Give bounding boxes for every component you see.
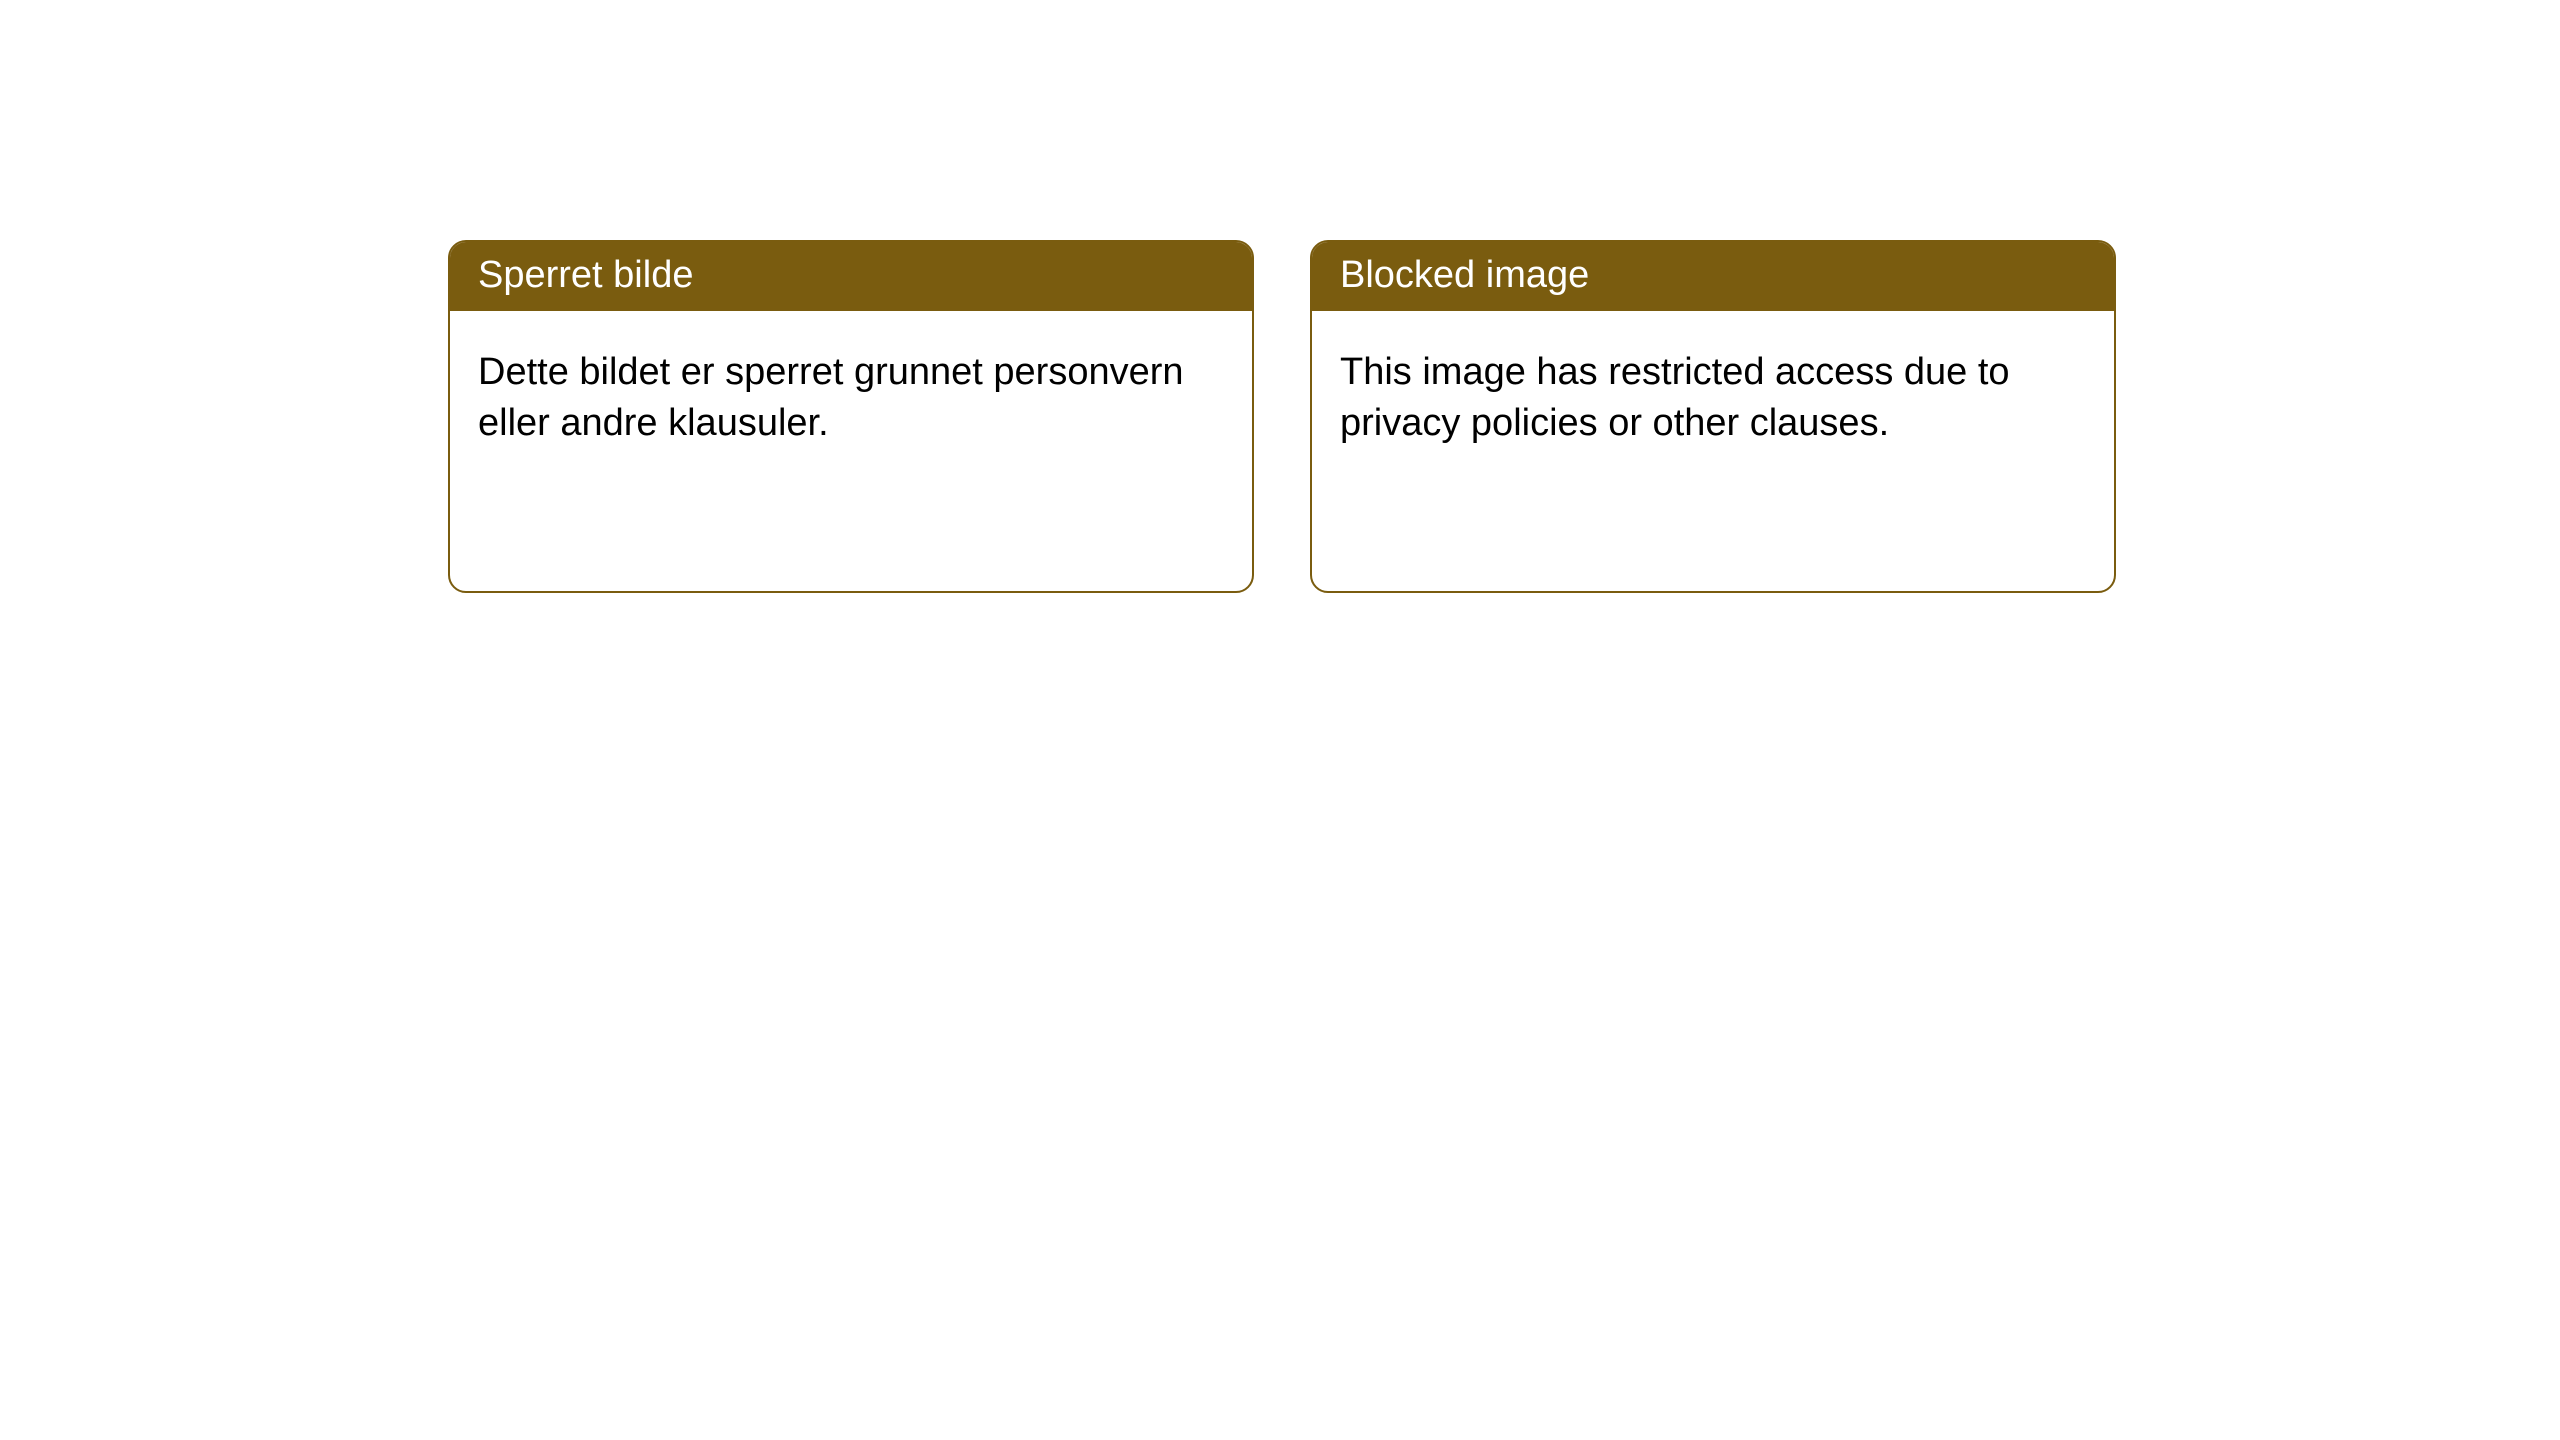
card-header-norwegian: Sperret bilde bbox=[450, 242, 1252, 311]
card-text-english: This image has restricted access due to … bbox=[1340, 351, 2010, 444]
card-text-norwegian: Dette bildet er sperret grunnet personve… bbox=[478, 351, 1184, 444]
card-body-english: This image has restricted access due to … bbox=[1312, 311, 2114, 591]
card-title-english: Blocked image bbox=[1340, 254, 1589, 296]
notice-card-english: Blocked image This image has restricted … bbox=[1310, 240, 2116, 593]
notice-card-norwegian: Sperret bilde Dette bildet er sperret gr… bbox=[448, 240, 1254, 593]
notice-cards-container: Sperret bilde Dette bildet er sperret gr… bbox=[448, 240, 2116, 593]
card-header-english: Blocked image bbox=[1312, 242, 2114, 311]
card-body-norwegian: Dette bildet er sperret grunnet personve… bbox=[450, 311, 1252, 591]
card-title-norwegian: Sperret bilde bbox=[478, 254, 693, 296]
